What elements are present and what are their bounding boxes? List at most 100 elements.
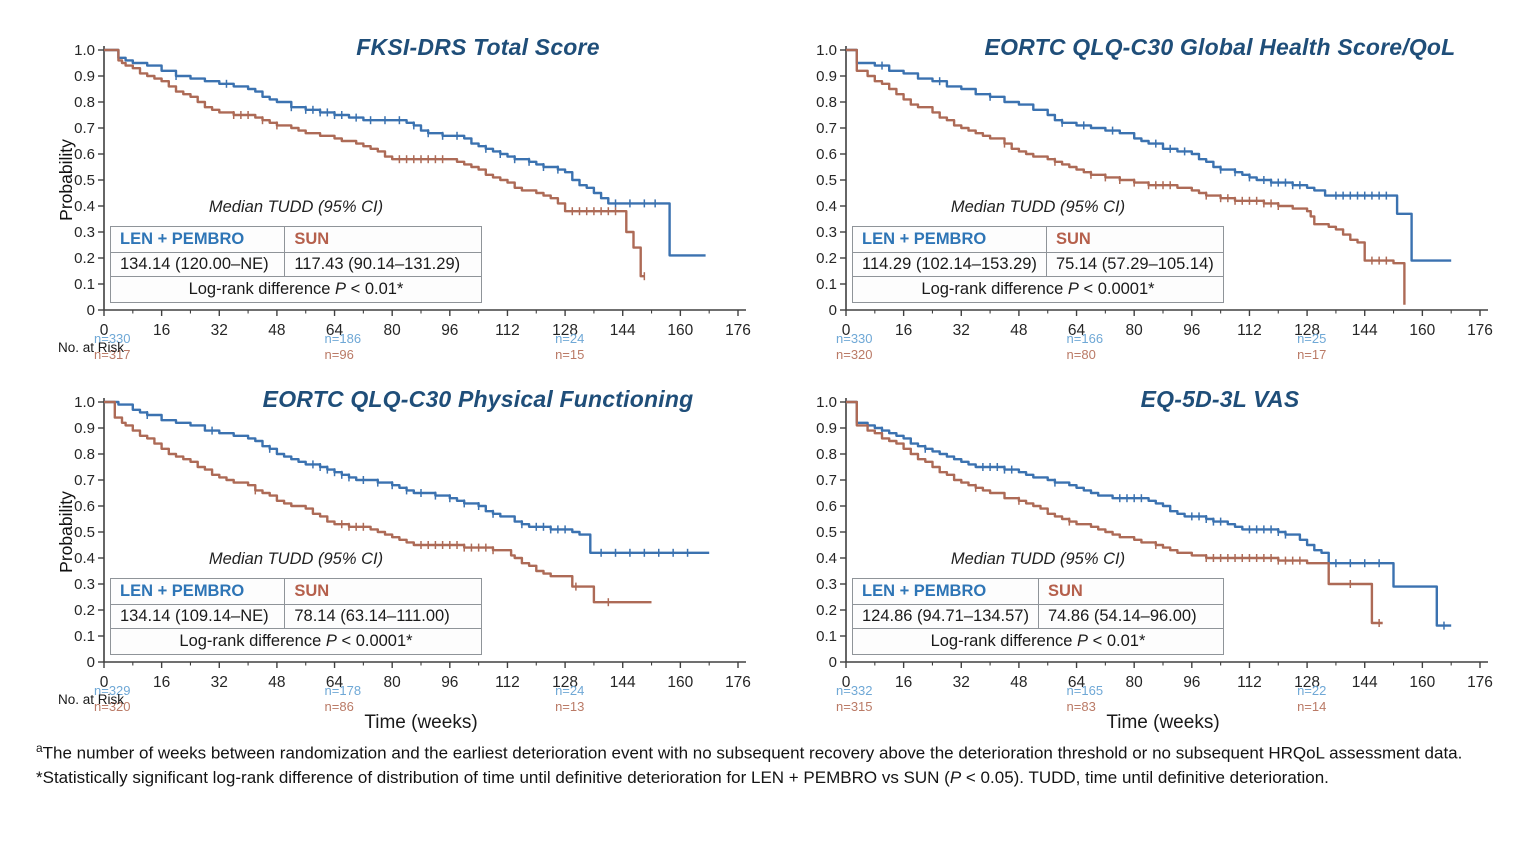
y-tick-label: 0.1 [816, 628, 837, 645]
at-risk-sun: n=96 [325, 347, 354, 362]
len-pembro-median-value: 114.29 (102.14–153.29) [852, 252, 1047, 277]
logrank-suffix: < 0.0001* [1078, 280, 1155, 298]
y-tick-label: 0.1 [74, 628, 95, 645]
sun-median-value: 78.14 (63.14–111.00) [284, 604, 482, 629]
x-tick-label: 80 [384, 674, 402, 691]
x-tick-label: 32 [953, 674, 970, 691]
y-tick-label: 0.8 [74, 94, 95, 111]
y-tick-label: 0.1 [74, 276, 95, 293]
x-tick-label: 160 [1409, 322, 1435, 339]
x-tick-label: 160 [1409, 674, 1435, 691]
y-tick-label: 0.2 [816, 250, 837, 267]
y-tick-label: 0.3 [816, 576, 837, 593]
x-tick-label: 32 [211, 674, 228, 691]
logrank-row: Log-rank difference P < 0.01* [110, 276, 482, 303]
y-tick-label: 0.7 [816, 120, 837, 137]
len-pembro-header: LEN + PEMBRO [852, 578, 1039, 605]
y-tick-label: 0.4 [816, 550, 837, 567]
x-tick-label: 128 [1294, 674, 1320, 691]
median-tudd-table: LEN + PEMBRO SUN 134.14 (109.14–NE) 78.1… [109, 578, 482, 655]
at-risk-len-pembro: n=166 [1067, 331, 1104, 346]
logrank-text: Log-rank difference [921, 280, 1068, 298]
sun-median-value: 75.14 (57.29–105.14) [1045, 252, 1225, 277]
y-tick-label: 0.3 [74, 576, 95, 593]
len-pembro-curve [846, 400, 1452, 627]
y-tick-label: 0.2 [816, 602, 837, 619]
x-tick-label: 16 [895, 674, 912, 691]
at-risk-sun: n=17 [1297, 347, 1326, 362]
y-tick-label: 0.5 [816, 524, 837, 541]
len-pembro-median-value: 134.14 (109.14–NE) [109, 604, 286, 629]
x-tick-label: 176 [1467, 674, 1493, 691]
y-tick-label: 1.0 [816, 394, 837, 411]
sun-header: SUN [1045, 226, 1225, 253]
sun-header: SUN [284, 226, 482, 253]
y-tick-label: 1.0 [74, 42, 95, 59]
sun-header: SUN [284, 578, 482, 605]
x-tick-label: 128 [1294, 322, 1320, 339]
sun-header: SUN [1037, 578, 1225, 605]
len-pembro-curve [104, 400, 710, 554]
logrank-suffix: < 0.0001* [336, 632, 413, 650]
at-risk-sun: n=315 [836, 699, 873, 714]
km-chart-eortc-global-health: 0 0.1 0.2 0.3 0.4 0.5 0.6 0.7 0.8 0.9 1.0 0 16 32 48 64… [800, 34, 1500, 370]
x-tick-label: 96 [441, 674, 458, 691]
logrank-suffix: < 0.01* [1088, 632, 1146, 650]
x-tick-label: 0 [100, 674, 109, 691]
x-tick-label: 64 [326, 322, 344, 339]
at-risk-len-pembro: n=24 [555, 331, 584, 346]
x-tick-label: 128 [552, 674, 578, 691]
footnote: aThe number of weeks between randomizati… [36, 740, 1494, 790]
x-axis-label: Time (weeks) [364, 712, 478, 733]
chart-title: FKSI-DRS Total Score [356, 34, 600, 60]
no-at-risk-label: No. at Risk [58, 340, 124, 355]
logrank-p-italic: P [335, 280, 347, 298]
len-pembro-header: LEN + PEMBRO [109, 578, 286, 605]
y-tick-label: 1.0 [816, 42, 837, 59]
logrank-text: Log-rank difference [930, 632, 1078, 650]
x-tick-label: 48 [1010, 674, 1027, 691]
y-tick-label: 0.1 [816, 276, 837, 293]
median-tudd-panel: Median TUDD (95% CI) LEN + PEMBRO SUN 11… [852, 198, 1225, 303]
footnote-superscript: a [36, 741, 43, 755]
len-pembro-median-value: 124.86 (94.71–134.57) [852, 604, 1039, 629]
x-tick-label: 176 [1467, 322, 1493, 339]
x-tick-label: 32 [953, 322, 970, 339]
y-tick-label: 0.6 [74, 498, 95, 515]
survival-plot-eortc-physical-functioning: 0 0.1 0.2 0.3 0.4 0.5 0.6 0.7 0.8 0.9 1.0 0 16 32 48 64… [58, 394, 751, 714]
km-chart-eq5d-vas: 0 0.1 0.2 0.3 0.4 0.5 0.6 0.7 0.8 0.9 1.0 0 16 32 48 64… [800, 386, 1500, 733]
sun-median-value: 74.86 (54.14–96.00) [1037, 604, 1225, 629]
logrank-row: Log-rank difference P < 0.0001* [852, 276, 1224, 303]
y-tick-label: 1.0 [74, 394, 95, 411]
at-risk-sun: n=14 [1297, 699, 1326, 714]
logrank-row: Log-rank difference P < 0.0001* [110, 628, 482, 655]
logrank-suffix: < 0.01* [346, 280, 404, 298]
median-tudd-panel: Median TUDD (95% CI) LEN + PEMBRO SUN 13… [109, 198, 482, 303]
median-tudd-panel: Median TUDD (95% CI) LEN + PEMBRO SUN 12… [852, 550, 1225, 655]
len-pembro-header: LEN + PEMBRO [852, 226, 1047, 253]
y-tick-label: 0.9 [74, 68, 95, 85]
x-tick-label: 48 [1010, 322, 1027, 339]
y-tick-label: 0.5 [816, 172, 837, 189]
median-tudd-caption: Median TUDD (95% CI) [950, 198, 1126, 216]
at-risk-len-pembro: n=165 [1067, 683, 1104, 698]
median-tudd-caption: Median TUDD (95% CI) [208, 198, 384, 216]
logrank-p-italic: P [325, 632, 337, 650]
survival-plot-fksi-drs: 0 0.1 0.2 0.3 0.4 0.5 0.6 0.7 0.8 0.9 1.0 0 16 32 48 64… [58, 42, 751, 362]
y-tick-label: 0.9 [816, 420, 837, 437]
x-tick-label: 144 [1352, 674, 1378, 691]
x-tick-label: 64 [1068, 322, 1086, 339]
at-risk-sun: n=317 [94, 347, 131, 362]
y-tick-label: 0.5 [74, 524, 95, 541]
median-tudd-table: LEN + PEMBRO SUN 124.86 (94.71–134.57) 7… [852, 578, 1225, 655]
x-tick-label: 160 [667, 674, 693, 691]
x-tick-label: 144 [610, 322, 636, 339]
x-tick-label: 96 [441, 322, 458, 339]
median-tudd-caption: Median TUDD (95% CI) [950, 550, 1126, 568]
y-tick-label: 0.2 [74, 602, 95, 619]
sun-median-value: 117.43 (90.14–131.29) [284, 252, 482, 277]
at-risk-len-pembro: n=25 [1297, 331, 1326, 346]
x-tick-label: 48 [268, 674, 285, 691]
at-risk-len-pembro: n=329 [94, 683, 131, 698]
